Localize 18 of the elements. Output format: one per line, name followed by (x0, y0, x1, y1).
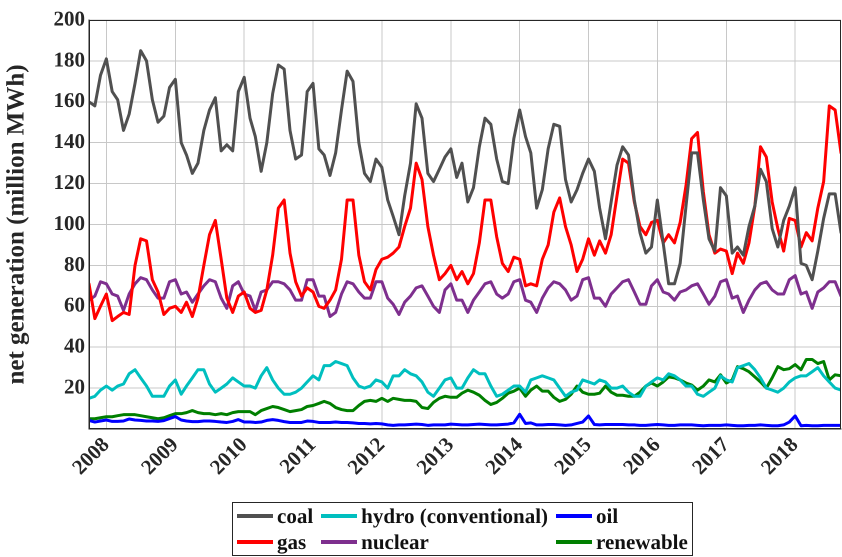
y-tick-label: 60 (64, 292, 85, 317)
y-tick-label: 200 (54, 6, 85, 30)
legend-label: nuclear (361, 529, 429, 555)
legend-label: gas (277, 529, 306, 555)
x-tick-label: 2011 (274, 432, 320, 478)
y-tick-label: 40 (64, 334, 85, 358)
legend-label: renewable (596, 529, 688, 555)
legend-label: coal (277, 503, 314, 529)
y-tick-label: 20 (64, 374, 85, 399)
y-tick-label: 180 (54, 47, 85, 72)
legend-label: hydro (conventional) (361, 503, 548, 529)
y-tick-label: 160 (54, 88, 85, 112)
y-tick-label: 140 (54, 129, 85, 154)
y-tick-label: 100 (54, 210, 85, 235)
legend-label: oil (596, 503, 618, 529)
y-tick-label: 120 (54, 170, 85, 194)
y-tick-label: 80 (64, 252, 85, 276)
y-axis-title: net generation (million MWh) (2, 64, 30, 385)
